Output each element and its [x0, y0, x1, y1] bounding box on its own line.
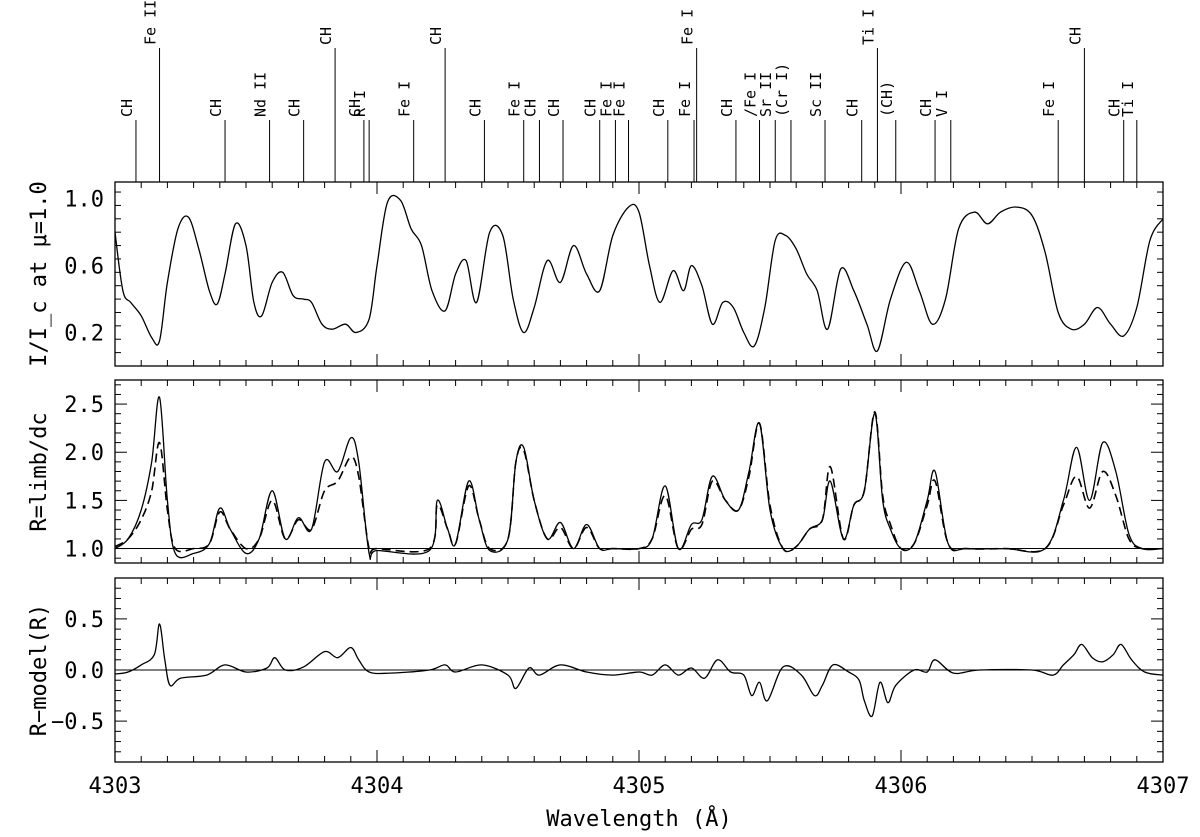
line-id-label: Fe I — [611, 81, 629, 117]
x-tick-label: 4303 — [89, 774, 142, 799]
y-tick-label: −0.5 — [51, 710, 104, 735]
line-id-label: CH — [317, 27, 335, 45]
line-id-label: Ti I — [1119, 81, 1137, 117]
line-id-label: CH — [118, 99, 136, 117]
series-line — [114, 194, 1164, 353]
y-tick-label: 0.6 — [64, 255, 104, 280]
ratio-ylabel: R=limb/dc — [27, 412, 52, 531]
line-id-label: CH — [286, 99, 304, 117]
line-id-label: Sc II — [807, 72, 825, 117]
line-id-label: CH — [521, 99, 539, 117]
ratio-panel: R=limb/dc 1.0 1.5 2.0 2.5 — [27, 379, 1164, 564]
y-tick-label: 0.5 — [64, 608, 104, 633]
line-id-label: V I — [933, 90, 951, 117]
x-tick-label: 4307 — [1137, 774, 1190, 799]
line-id-label: CH — [650, 99, 668, 117]
line-id-label: Fe I — [676, 81, 694, 117]
line-id-label: CH — [917, 99, 935, 117]
series-line — [114, 396, 1164, 560]
line-id-label: CH — [346, 99, 364, 117]
x-tick-label: 4305 — [613, 774, 666, 799]
line-id-label: /Fe I — [742, 72, 760, 117]
y-tick-label: 1.5 — [64, 489, 104, 514]
line-id-label: CH — [1066, 27, 1084, 45]
y-tick-label: 0.2 — [64, 322, 104, 347]
y-tick-label: 2.0 — [64, 441, 104, 466]
line-id-label: CH — [466, 99, 484, 117]
line-id-label: CH — [582, 99, 600, 117]
series-line — [114, 623, 1164, 718]
line-id-label: Sr II — [757, 72, 775, 117]
x-tick-label: 4304 — [351, 774, 404, 799]
line-id-label: (Cr I) — [773, 63, 791, 117]
line-id-label: Ti I — [859, 9, 877, 45]
line-id-label: (CH) — [878, 81, 896, 117]
line-id-label: Fe II — [142, 0, 160, 45]
wavelength-axis: Wavelength (Å) 4303 4304 4305 4306 4307 — [89, 774, 1190, 832]
residual-ylabel: R−model(R) — [27, 604, 52, 736]
line-id-label: CH — [718, 99, 736, 117]
line-id-label: Fe I — [396, 81, 414, 117]
x-tick-label: 4306 — [875, 774, 928, 799]
y-tick-label: 1.0 — [64, 188, 104, 213]
line-id-label: R I — [351, 90, 369, 117]
line-id-label: CH — [207, 99, 225, 117]
series-line-dashed — [114, 410, 1164, 555]
line-id-label: CH — [545, 99, 563, 117]
ratio-panel-frame — [114, 379, 1164, 564]
y-tick-label: 2.5 — [64, 393, 104, 418]
line-id-label: CH — [844, 99, 862, 117]
line-id-label: Fe I — [597, 81, 615, 117]
y-tick-label: 1.0 — [64, 538, 104, 563]
intensity-ylabel: I/I_c at μ=1.0 — [27, 181, 52, 366]
line-id-label: CH — [427, 27, 445, 45]
y-tick-label: 0.0 — [64, 659, 104, 684]
residual-panel: R−model(R) −0.5 0.0 0.5 — [27, 577, 1164, 763]
line-id-label: Fe I — [679, 9, 697, 45]
wavelength-axis-title: Wavelength (Å) — [546, 805, 731, 832]
line-id-label: Nd II — [252, 72, 270, 117]
line-id-label: CH — [1106, 99, 1124, 117]
line-id-label: Fe I — [1040, 81, 1058, 117]
intensity-panel: I/I_c at μ=1.0 0.2 0.6 1.0 — [27, 181, 1164, 367]
line-id-label: Fe I — [506, 81, 524, 117]
